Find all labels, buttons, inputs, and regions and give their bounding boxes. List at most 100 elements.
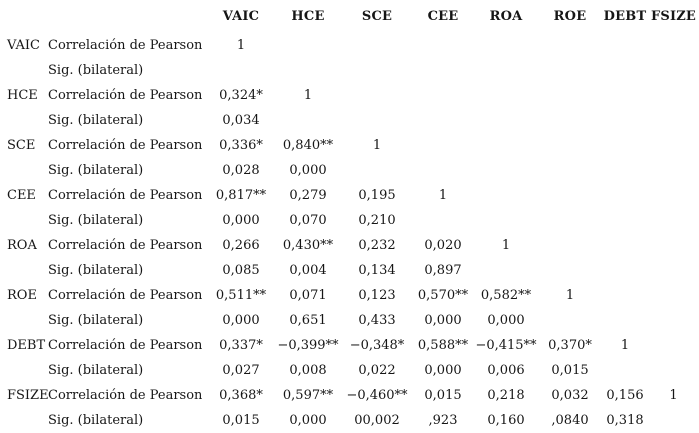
pearson-value [602, 33, 648, 58]
sig-value [412, 108, 474, 133]
sig-value: 0,070 [289, 213, 327, 228]
sig-value: 0,000 [289, 163, 327, 178]
statistic-label: Correlación de Pearson [48, 38, 203, 53]
pearson-value: −0,460** [346, 388, 408, 403]
pearson-value [602, 283, 648, 308]
statistic-label: Sig. (bilateral) [48, 263, 144, 278]
sce-pearson-row: SCE Correlación de Pearson 0,336* 0,840** 1 [0, 133, 699, 158]
pearson-value [474, 83, 538, 108]
variable-label: ROA [7, 238, 37, 253]
variable-label: ROE [7, 288, 37, 303]
pearson-value [412, 133, 474, 158]
hce-sig-row: Sig. (bilateral) 0,034 [0, 108, 699, 133]
sig-value [412, 58, 474, 83]
sig-value [538, 158, 602, 183]
variable-label [0, 58, 48, 83]
sig-value [342, 158, 412, 183]
statistic-label: Sig. (bilateral) [48, 113, 144, 128]
vaic-sig-row: Sig. (bilateral) [0, 58, 699, 83]
pearson-value [538, 33, 602, 58]
sig-value [602, 358, 648, 383]
sig-value: 0,000 [424, 313, 462, 328]
pearson-value [648, 333, 699, 358]
sig-value [538, 108, 602, 133]
variable-label: FSIZE [7, 388, 49, 403]
roa-pearson-row: ROA Correlación de Pearson 0,266 0,430** 0,2… [0, 233, 699, 258]
sig-value [648, 158, 699, 183]
sig-value: 0,897 [424, 263, 462, 278]
column-header-hce: HCE [291, 9, 325, 24]
statistic-label: Correlación de Pearson [48, 238, 203, 253]
pearson-value [274, 33, 342, 58]
sig-value [474, 58, 538, 83]
sig-value [538, 308, 602, 333]
column-header-fsize: FSIZE [650, 9, 697, 24]
column-header-cee: CEE [427, 9, 459, 24]
pearson-value [474, 33, 538, 58]
pearson-value: 0,582** [480, 288, 532, 303]
corner-cell-variable [0, 0, 48, 33]
pearson-value: 0,015 [424, 388, 462, 403]
sig-value: 0,000 [222, 313, 260, 328]
variable-label [0, 358, 48, 383]
statistic-label: Sig. (bilateral) [48, 63, 144, 78]
pearson-value [474, 133, 538, 158]
pearson-value [538, 133, 602, 158]
sig-value [412, 208, 474, 233]
pearson-value [474, 183, 538, 208]
pearson-value: 0,279 [289, 188, 327, 203]
sig-value [648, 258, 699, 283]
pearson-value [602, 83, 648, 108]
sig-value [342, 108, 412, 133]
statistic-label: Correlación de Pearson [48, 88, 203, 103]
cee-sig-row: Sig. (bilateral) 0,000 0,070 0,210 [0, 208, 699, 233]
variable-label: HCE [7, 88, 38, 103]
variable-label [0, 158, 48, 183]
pearson-value: 1 [620, 338, 630, 353]
pearson-value [648, 83, 699, 108]
pearson-value [602, 233, 648, 258]
sig-value [474, 208, 538, 233]
pearson-value [648, 283, 699, 308]
sig-value [648, 58, 699, 83]
pearson-value [538, 183, 602, 208]
column-header-sce: SCE [361, 9, 393, 24]
pearson-value [342, 83, 412, 108]
sig-value: 00,002 [354, 413, 400, 428]
roe-sig-row: Sig. (bilateral) 0,000 0,651 0,433 0,000 0,00… [0, 308, 699, 333]
pearson-value: 0,156 [606, 388, 644, 403]
hce-pearson-row: HCE Correlación de Pearson 0,324* 1 [0, 83, 699, 108]
pearson-value [538, 233, 602, 258]
vaic-pearson-row: VAIC Correlación de Pearson 1 [0, 33, 699, 58]
pearson-value: 0,032 [551, 388, 589, 403]
debt-sig-row: Sig. (bilateral) 0,027 0,008 0,022 0,000 0,00… [0, 358, 699, 383]
pearson-value: 0,588** [417, 338, 469, 353]
pearson-value [538, 83, 602, 108]
sig-value [602, 308, 648, 333]
pearson-value: 0,817** [215, 188, 267, 203]
sig-value [648, 208, 699, 233]
sig-value: 0,022 [358, 363, 396, 378]
debt-pearson-row: DEBT Correlación de Pearson 0,337* −0,399**… [0, 333, 699, 358]
statistic-label: Sig. (bilateral) [48, 313, 144, 328]
pearson-value: 0,071 [289, 288, 327, 303]
pearson-value: 0,123 [358, 288, 396, 303]
statistic-label: Sig. (bilateral) [48, 413, 144, 428]
pearson-value [602, 133, 648, 158]
pearson-value: 0,266 [222, 238, 260, 253]
sig-value: 0,318 [606, 413, 644, 428]
sig-value: 0,000 [222, 213, 260, 228]
column-header-debt: DEBT [603, 9, 647, 24]
statistic-label: Sig. (bilateral) [48, 163, 144, 178]
statistic-label: Correlación de Pearson [48, 388, 203, 403]
pearson-value [648, 233, 699, 258]
variable-label: VAIC [7, 38, 40, 53]
variable-label [0, 208, 48, 233]
sig-value: 0,027 [222, 363, 260, 378]
sig-value: ,923 [428, 413, 458, 428]
pearson-value: 0,368* [219, 388, 263, 403]
pearson-value [602, 183, 648, 208]
pearson-value: 0,195 [358, 188, 396, 203]
variable-label [0, 108, 48, 133]
